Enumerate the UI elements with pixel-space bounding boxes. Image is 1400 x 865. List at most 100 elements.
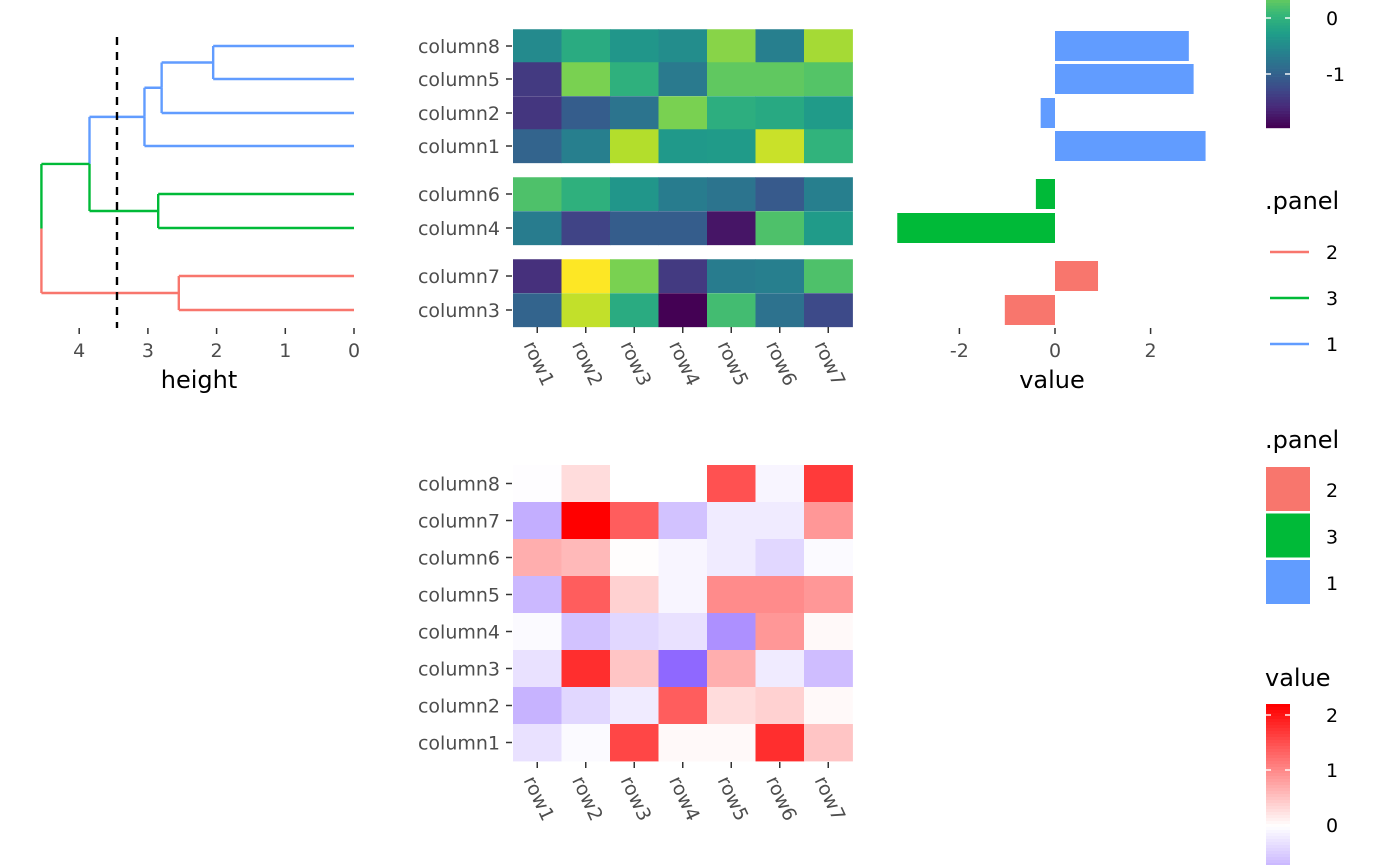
heatmap-cell xyxy=(707,62,756,97)
heatmap-cell xyxy=(658,29,708,64)
heatmap-cell xyxy=(658,502,708,540)
heatmap-cell xyxy=(610,724,659,762)
colorbar-strip xyxy=(1266,39,1290,43)
colorbar-strip xyxy=(1266,42,1290,46)
heatmap-cell xyxy=(755,211,805,246)
colorbar-strip xyxy=(1266,791,1290,795)
x-tick-label: row6 xyxy=(761,338,801,390)
colorbar-strip xyxy=(1266,719,1290,723)
colorbar-strip xyxy=(1266,50,1290,55)
x-tick-label: row4 xyxy=(664,338,704,390)
bar xyxy=(1055,131,1206,161)
colorbar-strip xyxy=(1266,761,1290,765)
heatmap-cell xyxy=(561,502,611,540)
top-heatmap-panel: column8 column5 column2 column1 column6 colum… xyxy=(418,29,853,389)
colorbar-strip xyxy=(1266,851,1290,855)
colorbar-strip xyxy=(1266,722,1290,726)
heatmap-cell xyxy=(610,613,659,651)
colorbar-strip xyxy=(1266,737,1290,741)
colorbar-strip xyxy=(1266,56,1290,60)
colorbar-strip xyxy=(1266,803,1290,807)
heatmap-cell xyxy=(755,129,805,164)
legend-label: 3 xyxy=(1326,288,1338,310)
heatmap-cell xyxy=(707,650,756,688)
colorbar-strip xyxy=(1266,764,1290,768)
colorbar-strip xyxy=(1266,839,1290,843)
heatmap-cell xyxy=(513,613,562,651)
bar xyxy=(1055,31,1189,61)
heatmap-cell xyxy=(513,576,562,614)
x-tick-label: row4 xyxy=(664,773,704,825)
colorbar-strip xyxy=(1266,710,1290,714)
heatmap-cell xyxy=(804,29,853,64)
heatmap-cell xyxy=(561,724,611,762)
colorbar-strip xyxy=(1266,809,1290,813)
colorbar-strip xyxy=(1266,107,1290,112)
legend-label: 1 xyxy=(1326,573,1338,595)
heatmap-cell xyxy=(707,539,756,577)
heatmap-cell xyxy=(561,465,611,503)
x-tick-label: 3 xyxy=(142,340,154,362)
heatmap-cell xyxy=(658,177,708,212)
heatmap-cell xyxy=(610,650,659,688)
heatmap-cell xyxy=(561,129,611,164)
colorbar-strip xyxy=(1266,785,1290,789)
legends: 0 -1 .panel 2 3 1 .panel 2 3 1 value 2 1 0 xyxy=(1265,0,1345,865)
heatmap-cell xyxy=(658,576,708,614)
bar xyxy=(897,213,1055,243)
colorbar-strip xyxy=(1266,713,1290,717)
colorbar-strip xyxy=(1266,749,1290,753)
colorbar-strip xyxy=(1266,830,1290,834)
colorbar-strip xyxy=(1266,731,1290,735)
colorbar-strip xyxy=(1266,836,1290,840)
heatmap-cell xyxy=(707,613,756,651)
colorbar-strip xyxy=(1266,782,1290,786)
colorbar-strip xyxy=(1266,2,1290,6)
bar xyxy=(1035,179,1055,209)
y-tick-label: column8 xyxy=(418,36,500,58)
y-tick-label: column5 xyxy=(418,585,500,607)
heatmap-cell xyxy=(561,177,611,212)
colorbar-strip xyxy=(1266,743,1290,747)
heatmap-cell xyxy=(513,211,562,246)
x-axis-title: value xyxy=(1019,366,1085,394)
heatmap-cell xyxy=(755,502,805,540)
heatmap-cell xyxy=(658,539,708,577)
legend-label: 3 xyxy=(1326,527,1338,549)
heatmap-cell xyxy=(513,293,562,328)
y-tick-label: column4 xyxy=(418,622,500,644)
heatmap-cell xyxy=(658,293,708,328)
heatmap-cell xyxy=(610,502,659,540)
heatmap-cell xyxy=(755,724,805,762)
colorbar-strip xyxy=(1266,788,1290,792)
heatmap-cell xyxy=(804,465,853,503)
heatmap-cell xyxy=(804,259,853,294)
heatmap-cell xyxy=(610,129,659,164)
x-tick-label: row2 xyxy=(567,773,607,825)
colorbar-strip xyxy=(1266,728,1290,732)
colorbar-label: -1 xyxy=(1326,64,1345,86)
colorbar-strip xyxy=(1266,105,1290,109)
dendrogram-panel: 4 3 2 1 0 height xyxy=(40,37,360,394)
heatmap-cell xyxy=(755,687,805,725)
x-tick-label: row1 xyxy=(519,773,559,825)
colorbar-strip xyxy=(1266,90,1290,95)
colorbar-strip xyxy=(1266,122,1290,126)
colorbar-strip xyxy=(1266,824,1290,828)
heatmap-cell xyxy=(561,96,611,131)
y-tick-label: column6 xyxy=(418,184,500,206)
heatmap-cell xyxy=(804,650,853,688)
heatmap-cell xyxy=(707,576,756,614)
y-tick-label: column7 xyxy=(418,266,500,288)
bottom-heatmap-panel: column8 column7 column6 column5 column4 colum… xyxy=(418,465,853,824)
y-tick-label: column3 xyxy=(418,300,500,322)
colorbar-strip xyxy=(1266,31,1290,35)
heatmap-cell xyxy=(513,539,562,577)
colorbar-strip xyxy=(1266,125,1290,129)
heatmap-cell xyxy=(707,129,756,164)
heatmap-cell xyxy=(513,650,562,688)
colorbar-strip xyxy=(1266,85,1290,89)
heatmap-cell xyxy=(707,724,756,762)
heatmap-cell xyxy=(804,724,853,762)
